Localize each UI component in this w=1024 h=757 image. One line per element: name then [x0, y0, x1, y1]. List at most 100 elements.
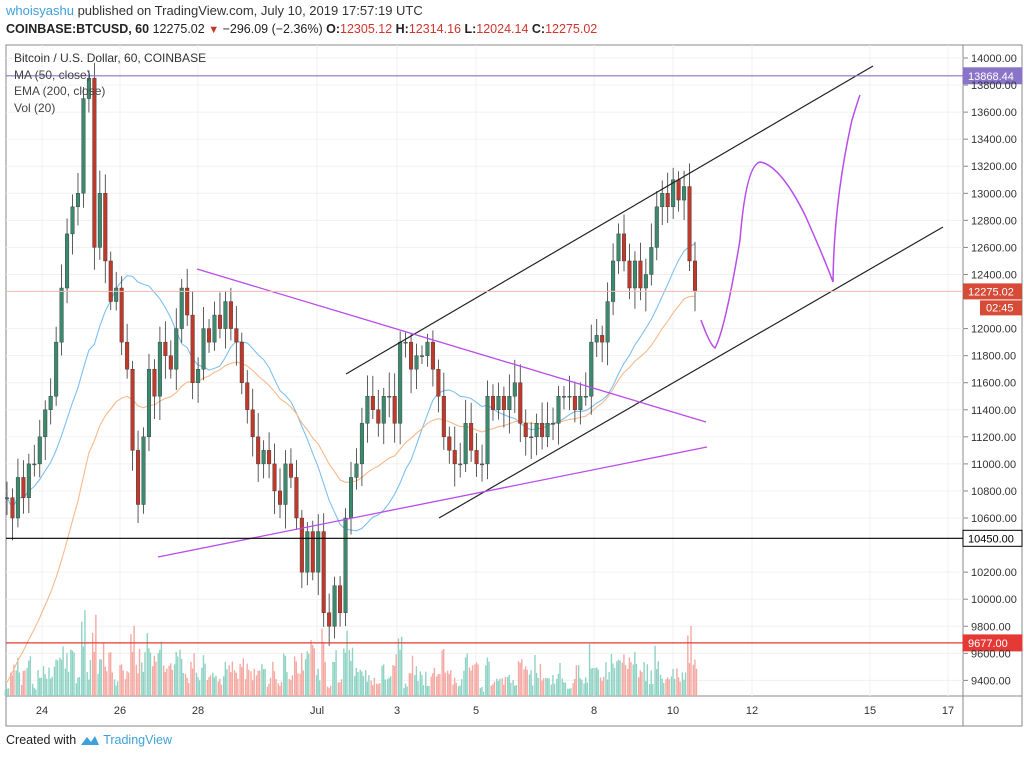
- candle: [392, 396, 397, 424]
- volume-bar: [679, 681, 681, 696]
- volume-bar: [561, 678, 563, 696]
- volume-bar: [244, 679, 247, 696]
- y-tick-label: 9600.00: [971, 648, 1011, 660]
- candle: [207, 328, 212, 343]
- volume-bar: [209, 675, 212, 696]
- y-tick-label: 13400.00: [971, 134, 1017, 146]
- volume-bar: [166, 668, 168, 696]
- candle: [327, 612, 332, 627]
- volume-bar: [86, 671, 88, 696]
- volume-bar: [575, 665, 578, 696]
- channel-upper-line[interactable]: [345, 65, 874, 375]
- volume-bar: [508, 674, 510, 696]
- volume-bar: [317, 668, 319, 696]
- volume-bar: [38, 677, 41, 696]
- candle: [572, 396, 577, 410]
- candle: [441, 396, 446, 438]
- volume-bar: [683, 679, 685, 696]
- volume-bar: [435, 676, 438, 696]
- volume-bar: [588, 643, 591, 696]
- volume-bar: [379, 683, 381, 696]
- candle: [59, 287, 64, 343]
- symbol-line: COINBASE:BTCUSD, 60 12275.02 ▼ −296.09 (…: [6, 22, 597, 36]
- y-tick-label: 12800.00: [971, 215, 1017, 227]
- volume-bar: [148, 648, 150, 696]
- legend-ema[interactable]: EMA (200, close): [14, 84, 106, 98]
- volume-bar: [138, 648, 141, 696]
- candle: [490, 396, 495, 410]
- candle: [283, 463, 288, 505]
- candle: [141, 436, 146, 505]
- volume-bar: [333, 662, 336, 696]
- legend-ma[interactable]: MA (50, close): [14, 67, 91, 82]
- volume-bar: [40, 677, 42, 696]
- volume-bar: [592, 667, 594, 696]
- y-tick-label: 11200.00: [971, 432, 1016, 444]
- triangle-upper-line[interactable]: [196, 268, 707, 423]
- author-link[interactable]: whoisyashu: [6, 3, 74, 18]
- candle: [447, 436, 452, 451]
- candle: [605, 301, 610, 343]
- volume-bar: [53, 666, 56, 696]
- volume-bar: [44, 674, 46, 696]
- candle: [381, 396, 386, 424]
- volume-bar: [350, 660, 352, 696]
- y-tick-label: 13200.00: [971, 161, 1017, 173]
- volume-bar: [99, 659, 101, 696]
- tradingview-link[interactable]: TradingView: [103, 733, 172, 747]
- volume-bar: [127, 672, 130, 696]
- candle: [463, 423, 468, 465]
- y-tick-label: 11000.00: [971, 459, 1016, 471]
- volume-bar: [425, 671, 427, 696]
- candle: [561, 396, 566, 398]
- volume-bar: [545, 677, 547, 696]
- volume-bar: [672, 668, 674, 696]
- volume-bar: [223, 676, 225, 696]
- volume-bar: [415, 666, 418, 696]
- legend-vol[interactable]: Vol (20): [14, 100, 56, 115]
- x-tick-label: 5: [473, 705, 479, 717]
- channel-lower-line[interactable]: [438, 226, 944, 519]
- volume-bar: [326, 686, 329, 696]
- candle: [474, 450, 479, 465]
- volume-bar: [18, 672, 21, 696]
- candle: [299, 517, 304, 573]
- volume-bar: [612, 663, 614, 696]
- y-tick-label: 13000.00: [971, 188, 1017, 200]
- volume-bar: [650, 670, 652, 696]
- volume-bar: [567, 688, 569, 696]
- volume-bar: [226, 669, 228, 696]
- volume-bar: [468, 667, 471, 696]
- candle: [267, 450, 272, 465]
- level-label: 9677.00: [968, 638, 1008, 650]
- volume-bar: [556, 678, 558, 696]
- volume-bar: [602, 676, 605, 696]
- volume-bar: [583, 683, 585, 696]
- volume-bar: [490, 685, 492, 696]
- candle: [103, 193, 108, 262]
- volume-bar: [135, 664, 138, 696]
- volume-bar: [204, 663, 206, 696]
- volume-bar: [617, 659, 620, 696]
- volume-bar: [257, 670, 259, 696]
- volume-bar: [67, 671, 70, 696]
- volume-bar: [564, 682, 567, 696]
- x-tick-label: 12: [746, 705, 758, 717]
- candle: [409, 341, 414, 370]
- volume-bar: [13, 664, 15, 696]
- volume-bar: [217, 681, 219, 696]
- volume-bar: [501, 678, 503, 696]
- candle: [480, 463, 485, 466]
- volume-bar: [310, 640, 312, 696]
- volume-bar: [288, 678, 290, 696]
- candle: [496, 396, 501, 410]
- volume-bar: [453, 677, 456, 696]
- volume-bar: [291, 675, 294, 696]
- volume-bar: [426, 686, 429, 696]
- volume-bar: [253, 668, 255, 696]
- projection-path[interactable]: [700, 94, 861, 350]
- volume-bar: [201, 667, 203, 696]
- volume-bar: [335, 650, 337, 696]
- candle: [92, 78, 97, 248]
